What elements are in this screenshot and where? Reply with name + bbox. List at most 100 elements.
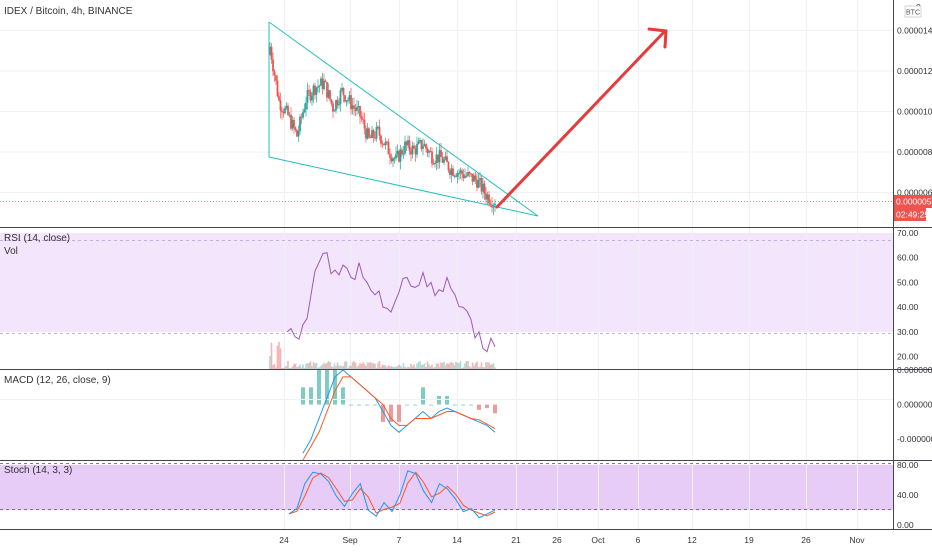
candle-body bbox=[276, 80, 279, 97]
rsi-tick-label: 20.00 bbox=[897, 352, 919, 362]
candle-body bbox=[488, 194, 490, 204]
candle-body bbox=[446, 156, 448, 163]
volume-bar bbox=[491, 364, 493, 369]
volume-bar bbox=[456, 362, 459, 369]
rsi-band bbox=[0, 232, 893, 332]
volume-bar bbox=[402, 363, 405, 369]
vol-title[interactable]: Vol bbox=[4, 246, 18, 257]
candle-body bbox=[344, 95, 346, 102]
candle-body bbox=[465, 175, 468, 177]
rsi-tick-label: 70.00 bbox=[897, 228, 919, 238]
volume-bar bbox=[461, 367, 463, 369]
price-tick-label: 0.00001200 bbox=[897, 66, 932, 76]
currency-badge[interactable]: BTC bbox=[904, 5, 922, 18]
candle-body bbox=[297, 131, 300, 137]
candle-body bbox=[468, 172, 471, 174]
breakout-arrow-drawing[interactable] bbox=[495, 27, 668, 209]
candle-body bbox=[420, 140, 423, 149]
candle-body bbox=[428, 150, 430, 153]
candle-body bbox=[290, 114, 292, 129]
volume-bar bbox=[342, 365, 345, 369]
candle-body bbox=[362, 118, 364, 120]
candle-body bbox=[459, 170, 462, 173]
wedge-upper-line[interactable] bbox=[268, 21, 539, 217]
volume-bar bbox=[423, 363, 426, 369]
volume-bar bbox=[408, 367, 411, 369]
candle-body bbox=[342, 87, 345, 96]
candle-body bbox=[327, 90, 330, 98]
macd-title[interactable]: MACD (12, 26, close, 9) bbox=[4, 375, 111, 386]
price-tick-label: 0.00001400 bbox=[897, 25, 932, 35]
volume-bar bbox=[417, 362, 420, 369]
arrow-shaft[interactable] bbox=[495, 29, 667, 209]
macd-histogram-bar bbox=[333, 370, 337, 405]
price-tick-label: 0.00000600 bbox=[897, 188, 932, 198]
symbol-title[interactable]: IDEX / Bitcoin, 4h, BINANCE bbox=[4, 6, 133, 17]
volume-bar bbox=[345, 361, 348, 369]
candle-body bbox=[464, 175, 466, 179]
time-label: 14 bbox=[452, 535, 462, 545]
candle-body bbox=[450, 168, 453, 175]
arrow-head[interactable] bbox=[647, 27, 668, 49]
volume-bar bbox=[315, 363, 318, 369]
macd-histogram-bar bbox=[317, 370, 321, 405]
falling-wedge-drawing[interactable] bbox=[268, 21, 539, 217]
volume-bar bbox=[419, 361, 421, 369]
volume-bar bbox=[294, 363, 297, 369]
candle-body bbox=[485, 193, 487, 200]
candle-body bbox=[453, 175, 456, 177]
candlestick-series bbox=[269, 42, 496, 216]
candle-body bbox=[431, 151, 433, 164]
volume-bar bbox=[468, 366, 471, 369]
candle-body bbox=[278, 96, 280, 101]
macd-histogram-bar bbox=[493, 404, 497, 414]
volume-bar bbox=[447, 363, 450, 369]
candle-body bbox=[471, 173, 474, 182]
volume-bar bbox=[320, 365, 322, 369]
candle-body bbox=[437, 154, 439, 163]
volume-bar bbox=[459, 361, 462, 369]
candle-body bbox=[305, 102, 307, 110]
candle-body bbox=[440, 150, 442, 158]
volume-bar bbox=[426, 361, 429, 369]
volume-bar bbox=[273, 363, 276, 369]
macd-histogram-bar bbox=[301, 387, 305, 405]
stoch-title[interactable]: Stoch (14, 3, 3) bbox=[4, 465, 72, 476]
candle-body bbox=[486, 194, 489, 200]
time-axis[interactable]: 24 Sep 7 14 21 26 Oct 6 12 19 26 Nov bbox=[279, 535, 865, 545]
candle-body bbox=[369, 137, 372, 139]
volume-bar bbox=[387, 365, 390, 369]
volume-bar bbox=[278, 341, 280, 369]
rsi-tick-label: 40.00 bbox=[897, 302, 919, 312]
volume-bar bbox=[372, 363, 375, 369]
candle-body bbox=[306, 90, 309, 103]
volume-bar bbox=[371, 362, 373, 369]
candle-body bbox=[272, 59, 274, 72]
macd-axis[interactable]: 0.00000050 0.00000000 -0.00000050 bbox=[897, 365, 932, 444]
volume-bar bbox=[471, 362, 474, 369]
macd-histogram-bar bbox=[389, 404, 393, 422]
volume-bar bbox=[306, 363, 309, 369]
candle-body bbox=[374, 137, 376, 139]
time-label: 21 bbox=[511, 535, 521, 545]
stoch-axis[interactable]: 80.00 40.00 0.00 bbox=[897, 460, 919, 530]
macd-histogram-bar bbox=[421, 387, 425, 405]
candle-body bbox=[338, 104, 340, 106]
macd-tick-label: -0.00000050 bbox=[897, 434, 932, 444]
candle-body bbox=[351, 105, 354, 110]
time-label: Sep bbox=[342, 535, 357, 545]
candle-body bbox=[389, 154, 391, 158]
volume-bar bbox=[411, 365, 414, 369]
wedge-lower-line[interactable] bbox=[268, 156, 539, 217]
volume-bar bbox=[473, 366, 475, 369]
countdown-tag: 02:49:25 bbox=[894, 208, 929, 221]
volume-bar bbox=[290, 367, 292, 369]
price-axis[interactable]: 0.00001400 0.00001200 0.00001000 0.00000800… bbox=[897, 25, 932, 197]
rsi-axis[interactable]: 70.00 60.00 50.00 40.00 30.00 20.00 bbox=[897, 228, 919, 362]
rsi-title[interactable]: RSI (14, close) bbox=[4, 233, 70, 244]
volume-bar bbox=[392, 366, 394, 369]
candle-body bbox=[425, 144, 427, 149]
stoch-k-line bbox=[288, 470, 496, 519]
time-label: 19 bbox=[744, 535, 754, 545]
